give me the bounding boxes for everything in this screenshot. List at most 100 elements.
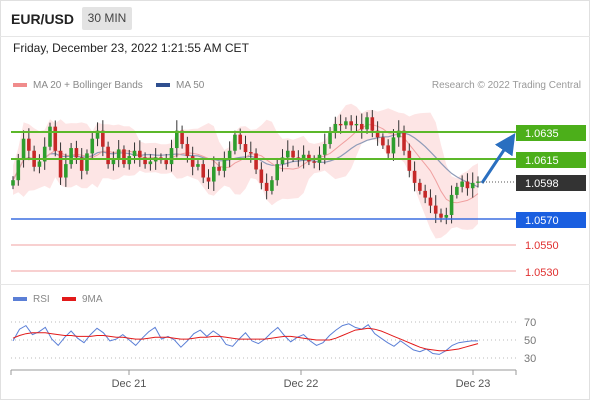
price-label-last: 1.0598: [516, 175, 586, 191]
legend-label-ma50: MA 50: [176, 80, 205, 91]
candle-down: [254, 153, 258, 170]
candle-down: [412, 170, 417, 183]
candle-up: [69, 148, 73, 165]
candle-up: [11, 180, 15, 186]
candle-up: [322, 144, 327, 155]
x-label-dec23: Dec 23: [456, 378, 491, 390]
candle-down: [359, 123, 364, 130]
rsi-swatch: [13, 297, 27, 301]
candle-down: [206, 177, 211, 182]
legend-item-ma50: MA 50: [156, 80, 204, 91]
candle-down: [291, 150, 295, 158]
candle-up: [227, 150, 232, 159]
candle-down: [418, 182, 422, 191]
research-credit: Research © 2022 Trading Central: [431, 80, 581, 91]
candle-up: [391, 137, 396, 154]
candle-down: [122, 149, 126, 165]
price-text-1-0530: 1.0530: [525, 267, 559, 279]
symbol-label: EUR/USD: [11, 11, 75, 27]
candle-up: [460, 181, 464, 187]
candle-down: [79, 157, 84, 171]
candle-down: [185, 144, 190, 157]
rsi-legend: RSI 9MA: [13, 294, 103, 305]
ma9-legend-label: 9MA: [82, 294, 103, 305]
candle-up: [455, 186, 459, 195]
candle-up: [301, 154, 306, 161]
candle-down: [375, 130, 380, 138]
candle-up: [222, 158, 227, 171]
price-text-1-0570: 1.0570: [525, 215, 559, 227]
candle-up: [396, 130, 401, 138]
candle-down: [243, 144, 248, 153]
legend-item-ma20-bollinger: MA 20 + Bollinger Bands: [13, 80, 143, 91]
x-label-dec21: Dec 21: [112, 378, 147, 390]
timeframe-badge[interactable]: 30 MIN: [82, 7, 132, 30]
candle-down: [106, 146, 110, 165]
candle-up: [175, 130, 179, 149]
candle-down: [439, 213, 443, 218]
projection-arrow: [480, 133, 516, 184]
candle-down: [386, 145, 390, 154]
price-text-1-0550: 1.0550: [525, 240, 559, 252]
candle-up: [132, 150, 137, 157]
rsi-legend-label: RSI: [33, 294, 50, 305]
price-text-1-0615: 1.0615: [525, 155, 559, 167]
candle-down: [428, 197, 433, 206]
candle-down: [74, 148, 79, 158]
candle-up: [344, 121, 348, 126]
candle-up: [476, 181, 480, 183]
candle-up: [333, 123, 338, 132]
candle-down: [58, 150, 63, 178]
candle-down: [423, 190, 427, 198]
candlestick-series: [11, 110, 480, 225]
price-label-1-0570: 1.0570: [516, 212, 586, 228]
price-text-1-0598: 1.0598: [525, 178, 559, 190]
candle-up: [449, 194, 454, 215]
candle-down: [259, 169, 264, 183]
price-text-1-0635: 1.0635: [525, 128, 559, 140]
candle-down: [381, 137, 385, 146]
ma50-swatch: [156, 83, 170, 88]
candle-up: [275, 164, 280, 181]
rsi-tick-50: 50: [524, 335, 536, 347]
ma20-swatch: [13, 83, 27, 88]
candle-up: [211, 166, 216, 182]
candle-down: [53, 126, 58, 151]
candle-up: [64, 164, 68, 178]
candle-down: [370, 117, 375, 131]
rsi-9ma-line: [12, 327, 479, 352]
candle-up: [354, 123, 359, 126]
candle-down: [349, 121, 353, 126]
price-label-1-0635: 1.0635: [516, 125, 586, 141]
candle-down: [201, 164, 206, 178]
candle-up: [148, 161, 153, 165]
candle-up: [470, 182, 475, 189]
candle-up: [42, 146, 47, 162]
candle-up: [111, 158, 116, 165]
rsi-tick-70: 70: [524, 317, 536, 329]
candle-down: [164, 160, 169, 165]
candle-down: [338, 123, 343, 126]
ma9-swatch: [62, 297, 76, 301]
candle-down: [190, 156, 195, 167]
candle-up: [116, 149, 121, 159]
candle-up: [48, 126, 52, 147]
candle-up: [169, 148, 174, 165]
rsi-line: [12, 323, 478, 355]
x-label-dec22: Dec 22: [284, 378, 319, 390]
legend-label-ma20: MA 20 + Bollinger Bands: [33, 80, 143, 91]
candle-down: [180, 130, 184, 145]
candle-up: [21, 138, 26, 161]
chart-header: EUR/USD 30 MIN: [0, 0, 590, 36]
candle-up: [196, 164, 200, 167]
candle-down: [264, 182, 269, 191]
candle-down: [433, 205, 438, 214]
rsi-tick-30: 30: [524, 353, 536, 365]
candle-up: [16, 160, 21, 181]
candle-up: [127, 156, 132, 165]
candle-down: [248, 152, 253, 154]
candle-up: [328, 132, 332, 145]
candle-up: [285, 150, 290, 158]
candle-up: [233, 134, 237, 151]
